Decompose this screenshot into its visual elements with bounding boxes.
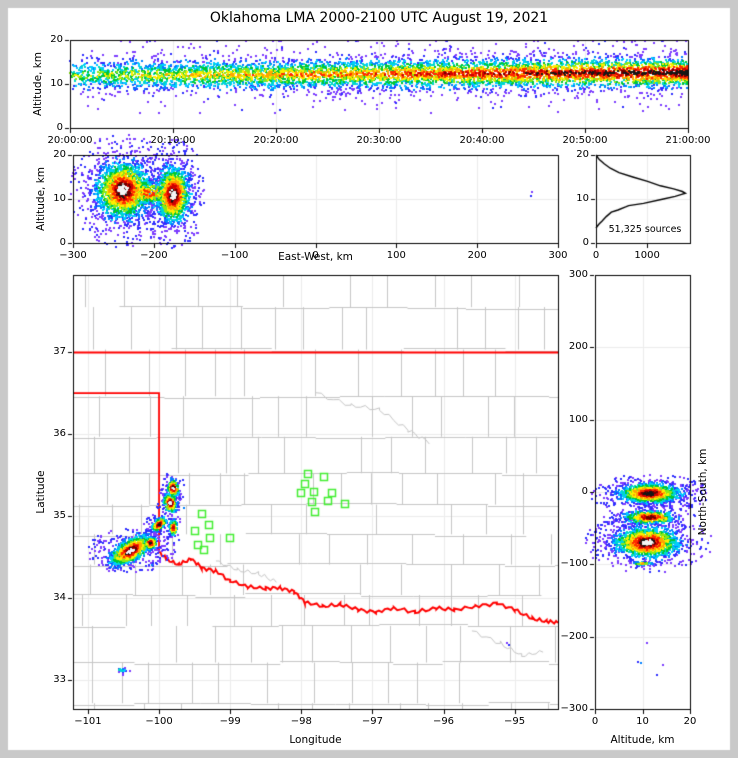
plot-title: Oklahoma LMA 2000-2100 UTC August 19, 20… — [209, 10, 549, 26]
